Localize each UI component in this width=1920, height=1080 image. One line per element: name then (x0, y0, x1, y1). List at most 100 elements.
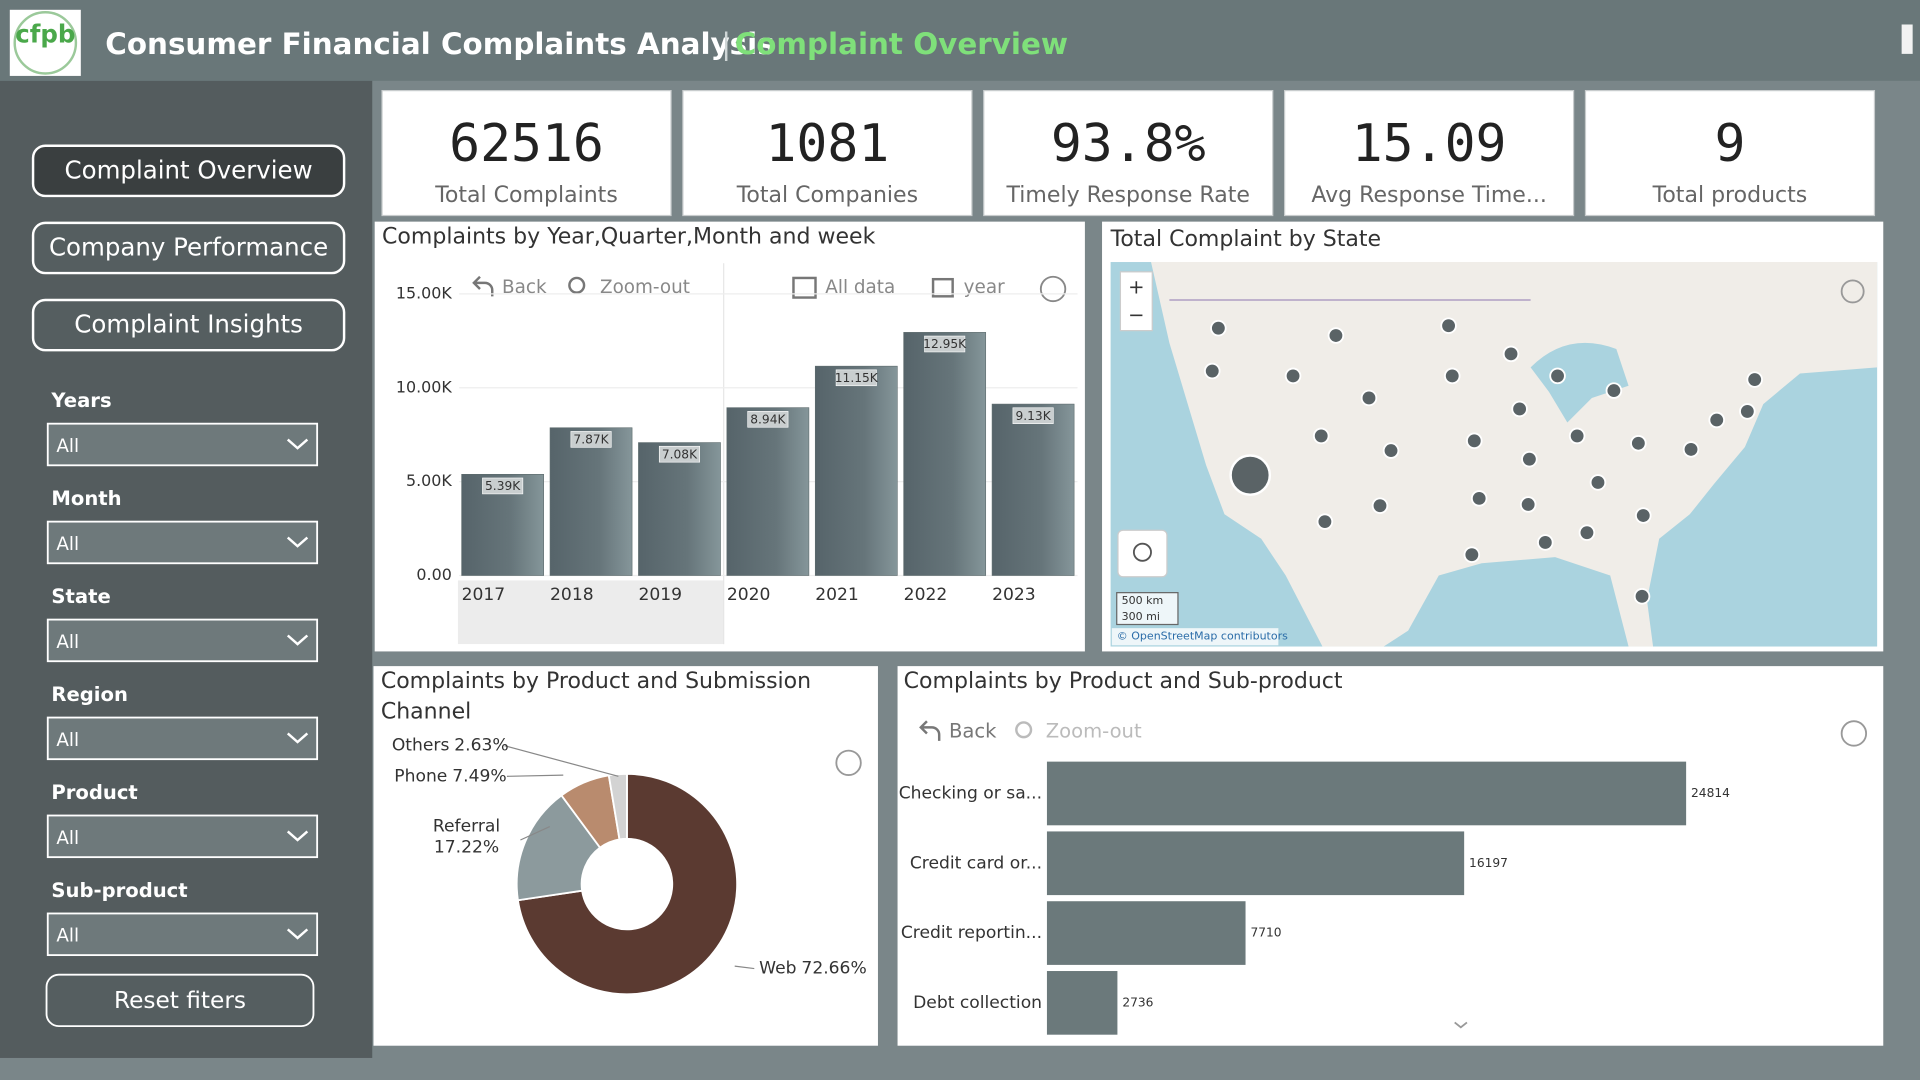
help-icon[interactable] (1840, 279, 1865, 304)
toolbar-button[interactable]: Back (949, 720, 997, 743)
bar (814, 365, 898, 576)
value-label: 8.94K (750, 412, 786, 426)
x-tick-label: 2022 (904, 585, 948, 605)
zoom-in[interactable]: + (1128, 275, 1144, 298)
donut-slice (515, 794, 602, 902)
kpi-card (682, 90, 973, 217)
logo-box (9, 9, 81, 76)
map-bubble (1537, 534, 1554, 551)
filter-value[interactable]: All (56, 926, 79, 947)
help-icon[interactable] (1840, 720, 1868, 747)
y-tick-label: Credit reportin... (901, 923, 1042, 943)
nav-button[interactable] (31, 298, 346, 352)
zoom-out[interactable]: − (1128, 303, 1144, 326)
title-separator: | (721, 27, 731, 62)
x-tick-label: 2020 (727, 585, 771, 605)
dropdown-chevron (286, 732, 309, 744)
scale-mi: 300 mi (1122, 610, 1160, 623)
toolbar-button[interactable]: Zoom-out (1046, 720, 1142, 743)
slice-category: Web (759, 959, 796, 979)
map-bubble (1382, 442, 1400, 459)
donut-slice (607, 772, 628, 841)
bar (903, 332, 987, 576)
filter-value[interactable]: All (56, 828, 79, 849)
kpi-label: Timely Response Rate (1006, 183, 1250, 208)
slice-value: 72.66% (801, 959, 866, 979)
leader-line (520, 825, 551, 841)
value-label-box (658, 445, 700, 463)
kpi-value: 93.8% (1051, 114, 1206, 174)
value-label: 2736 (1122, 995, 1153, 1009)
map-bubble (1739, 403, 1756, 420)
filter-dropdown[interactable] (46, 912, 319, 957)
x-tick-label: 2017 (462, 585, 506, 605)
map-bubble (1746, 371, 1763, 388)
filter-label: Region (51, 683, 127, 706)
y-tick-label: 15.00K (396, 283, 453, 302)
y-tick-label: 0.00 (416, 565, 451, 584)
nav-label[interactable]: Company Performance (49, 233, 328, 262)
filter-value[interactable]: All (56, 534, 79, 555)
toolbar-button[interactable]: All data (825, 277, 895, 298)
bar (991, 403, 1075, 576)
map-bubble (1229, 454, 1272, 496)
slice-value: 17.22% (434, 837, 499, 857)
nav-label[interactable]: Complaint Insights (74, 310, 303, 339)
help-icon[interactable] (1039, 275, 1067, 303)
map-bubble (1630, 435, 1647, 452)
value-label: 16197 (1469, 856, 1508, 870)
filter-dropdown[interactable] (46, 618, 319, 663)
map-bubble (1633, 588, 1651, 605)
map-bubble (1521, 450, 1538, 468)
calendar-icon (792, 276, 817, 299)
title-line: Channel (381, 700, 471, 725)
logo-text: cfpb (15, 20, 75, 49)
value-label: 7710 (1250, 926, 1281, 940)
value-label: 9.13K (1015, 409, 1051, 423)
chart-title: Complaints by Product and Submission Chan… (381, 669, 811, 725)
filter-value[interactable]: All (56, 436, 79, 457)
filter-value[interactable]: All (56, 730, 79, 751)
y-tick-label: Checking or sa... (899, 783, 1042, 803)
toolbar-button[interactable]: Zoom-out (600, 277, 690, 298)
reset-label[interactable]: Reset fiters (114, 987, 246, 1014)
filter-dropdown[interactable] (46, 814, 319, 859)
app-title: Consumer Financial Complaints Analysis (105, 27, 774, 61)
x-tick-label: 2018 (550, 585, 594, 605)
dropdown-chevron (286, 536, 309, 548)
filter-dropdown[interactable] (46, 422, 319, 467)
map-bubble (1360, 389, 1378, 407)
toolbar-button[interactable]: year (964, 277, 1005, 298)
kpi-card (983, 90, 1274, 217)
kpi-value: 62516 (449, 114, 604, 174)
value-label-box (835, 369, 877, 387)
leader-line (504, 745, 619, 777)
lasso-button[interactable] (1117, 529, 1168, 578)
reset-button[interactable] (45, 973, 315, 1028)
value-label-box (570, 431, 612, 448)
title-line: Complaints by Product and Submission (381, 669, 811, 694)
toolbar-button[interactable]: Back (502, 277, 547, 298)
filter-value[interactable]: All (56, 632, 79, 653)
kpi-label: Total products (1652, 183, 1808, 208)
value-label: 12.95K (923, 337, 967, 351)
attribution-box (1111, 628, 1279, 646)
nav-button[interactable] (31, 221, 346, 275)
nav-button[interactable] (31, 144, 346, 198)
map-bubble (1210, 319, 1227, 337)
map-bubble (1502, 345, 1520, 363)
map-bubble (1578, 524, 1596, 541)
scrollbar (1901, 24, 1913, 54)
back-icon (919, 720, 941, 741)
filter-dropdown[interactable] (46, 520, 319, 565)
map-bubble (1682, 441, 1700, 458)
bar (726, 407, 810, 576)
kpi-card (1584, 90, 1876, 217)
filter-dropdown[interactable] (46, 716, 319, 761)
value-label: 7.08K (662, 447, 698, 461)
help-icon[interactable] (835, 749, 862, 777)
selection-shade (457, 580, 724, 645)
nav-label[interactable]: Complaint Overview (65, 155, 313, 184)
